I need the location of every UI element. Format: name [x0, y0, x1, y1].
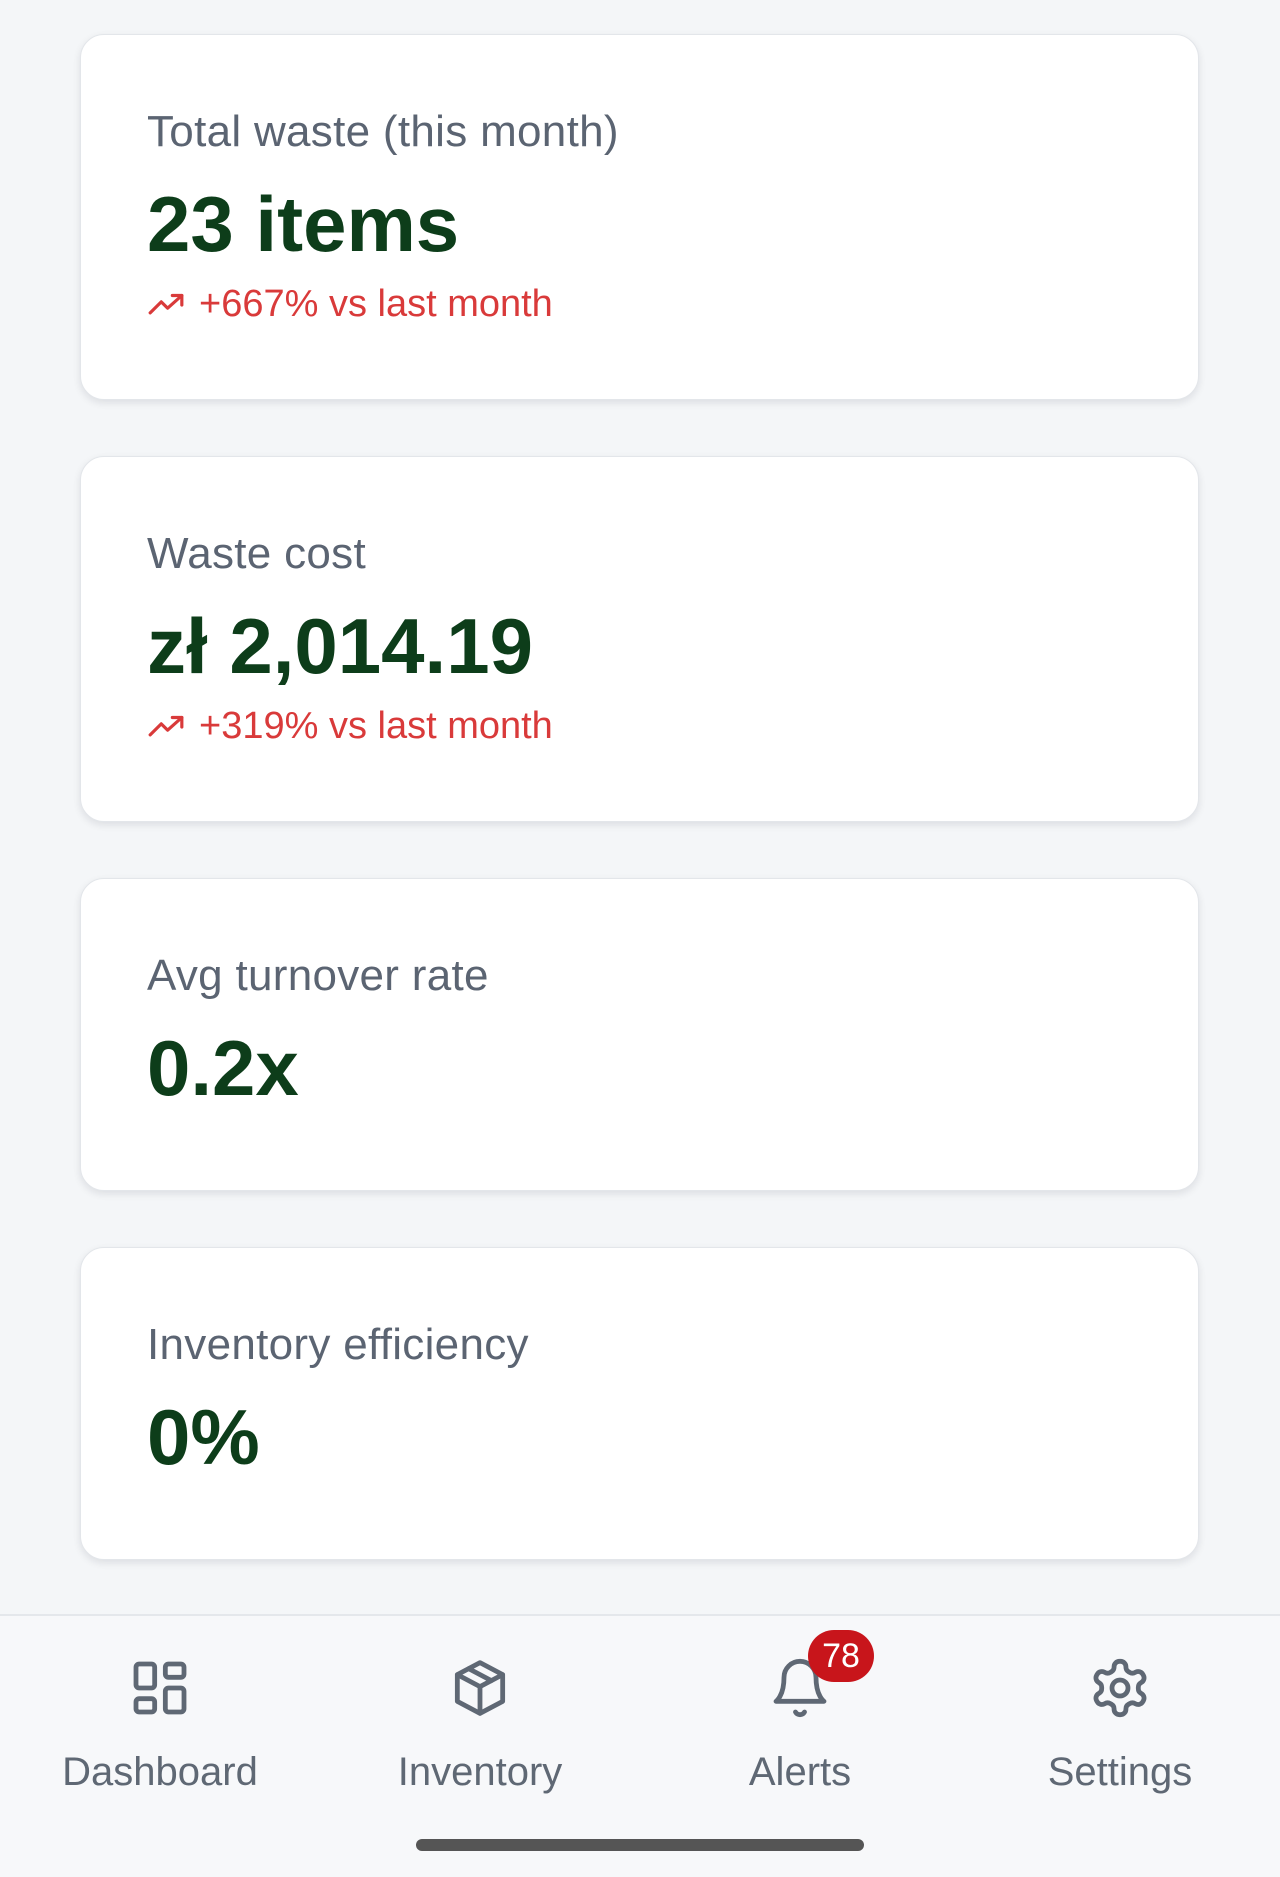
bottom-navigation: Dashboard Inventory 78 Alerts — [0, 1614, 1280, 1877]
trend-text: +319% vs last month — [199, 705, 553, 747]
nav-label: Settings — [1047, 1750, 1193, 1794]
trending-up-icon — [148, 293, 184, 314]
nav-label: Dashboard — [62, 1750, 258, 1794]
home-indicator[interactable] — [416, 1839, 864, 1851]
card-label: Waste cost — [147, 529, 366, 578]
card-value: 0% — [147, 1393, 260, 1481]
nav-item-alerts[interactable]: 78 Alerts — [640, 1630, 960, 1806]
card-label: Avg turnover rate — [147, 951, 489, 1000]
bell-icon: 78 — [768, 1630, 874, 1720]
card-value: zł 2,014.19 — [147, 602, 533, 690]
turnover-rate-card: Avg turnover rate 0.2x — [80, 878, 1199, 1191]
trend-indicator: +667% vs last month — [147, 283, 553, 326]
alerts-count-badge: 78 — [808, 1630, 874, 1682]
card-value: 23 items — [147, 180, 460, 268]
trend-indicator: +319% vs last month — [147, 705, 553, 748]
nav-item-dashboard[interactable]: Dashboard — [0, 1656, 320, 1806]
trending-up-icon — [148, 715, 184, 736]
trend-text: +667% vs last month — [199, 283, 553, 325]
box-icon — [448, 1656, 512, 1720]
card-value: 0.2x — [147, 1024, 299, 1112]
nav-label: Inventory — [397, 1750, 563, 1794]
nav-item-inventory[interactable]: Inventory — [320, 1656, 640, 1806]
total-waste-card: Total waste (this month) 23 items +667% … — [80, 34, 1199, 400]
card-label: Inventory efficiency — [147, 1320, 529, 1369]
nav-label: Alerts — [748, 1750, 852, 1794]
card-label: Total waste (this month) — [147, 107, 619, 156]
inventory-efficiency-card: Inventory efficiency 0% — [80, 1247, 1199, 1560]
dashboard-icon — [128, 1656, 192, 1720]
waste-cost-card: Waste cost zł 2,014.19 +319% vs last mon… — [80, 456, 1199, 822]
gear-icon — [1088, 1656, 1152, 1720]
nav-item-settings[interactable]: Settings — [960, 1656, 1280, 1806]
metrics-list: Total waste (this month) 23 items +667% … — [80, 34, 1199, 1616]
